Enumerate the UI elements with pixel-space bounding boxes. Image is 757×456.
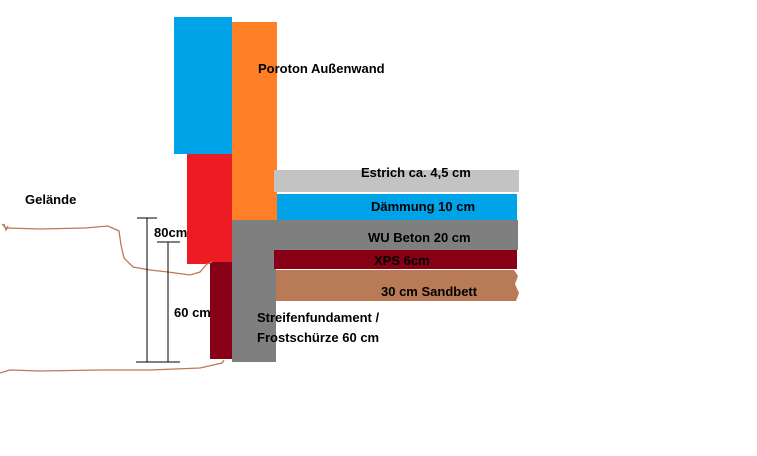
wu-concrete-slab <box>232 220 518 250</box>
label-concrete: WU Beton 20 cm <box>368 230 471 245</box>
label-screed: Estrich ca. 4,5 cm <box>361 165 471 180</box>
xps-layer <box>274 250 517 269</box>
label-dimension-80: 80cm <box>154 225 187 240</box>
floor-insulation-layer <box>277 194 517 220</box>
label-xps: XPS 6cm <box>374 253 430 268</box>
perimeter-insulation <box>187 154 232 264</box>
label-terrain: Gelände <box>25 192 76 207</box>
screed-layer <box>274 170 519 192</box>
label-sand: 30 cm Sandbett <box>381 284 478 299</box>
terrain-line <box>1 223 213 276</box>
terrain-left-edge <box>3 223 9 232</box>
label-foundation-line2: Frostschürze 60 cm <box>257 330 379 345</box>
label-dimension-60: 60 cm <box>174 305 211 320</box>
outer-insulation-upper <box>174 17 232 154</box>
label-poroton-wall: Poroton Außenwand <box>258 61 385 76</box>
label-foundation-line1: Streifenfundament / <box>257 310 379 325</box>
sand-bed-layer <box>276 270 519 301</box>
terrain-line-lower <box>0 359 225 374</box>
label-insulation: Dämmung 10 cm <box>371 199 475 214</box>
foundation-xps-vertical <box>210 262 232 359</box>
poroton-wall <box>232 22 277 222</box>
